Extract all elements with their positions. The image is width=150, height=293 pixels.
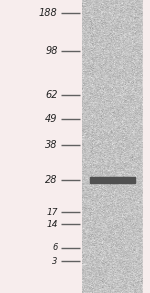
Text: 14: 14: [46, 220, 58, 229]
Text: 49: 49: [45, 114, 58, 124]
Bar: [0, 0, 82, 293]
Text: 188: 188: [39, 8, 58, 18]
Bar: [90, 177, 135, 183]
Bar: [143, 0, 150, 293]
Text: 6: 6: [52, 243, 58, 252]
Text: 17: 17: [46, 208, 58, 217]
Text: 62: 62: [45, 90, 58, 100]
Text: 3: 3: [52, 257, 58, 266]
Text: 98: 98: [45, 46, 58, 56]
Text: 38: 38: [45, 140, 58, 150]
Text: 28: 28: [45, 175, 58, 185]
